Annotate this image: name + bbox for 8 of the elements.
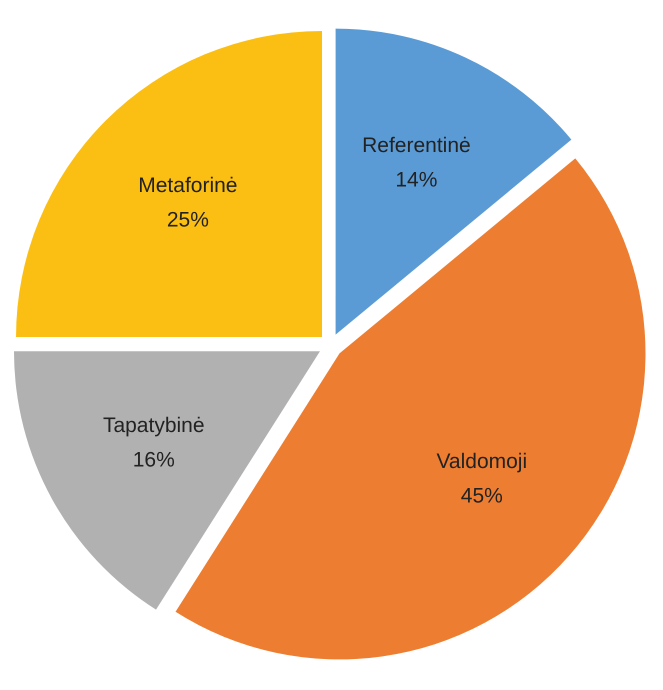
slice-label: Tapatybinė bbox=[102, 414, 205, 437]
data-label: 14% bbox=[395, 168, 438, 192]
slice-label: Referentinė bbox=[362, 134, 471, 158]
data-label: 45% bbox=[460, 484, 503, 508]
data-label: 16% bbox=[132, 448, 175, 472]
slice-label: Valdomoji bbox=[436, 450, 528, 474]
slice-label: Metaforinė bbox=[138, 174, 238, 198]
data-label: 25% bbox=[166, 208, 209, 232]
